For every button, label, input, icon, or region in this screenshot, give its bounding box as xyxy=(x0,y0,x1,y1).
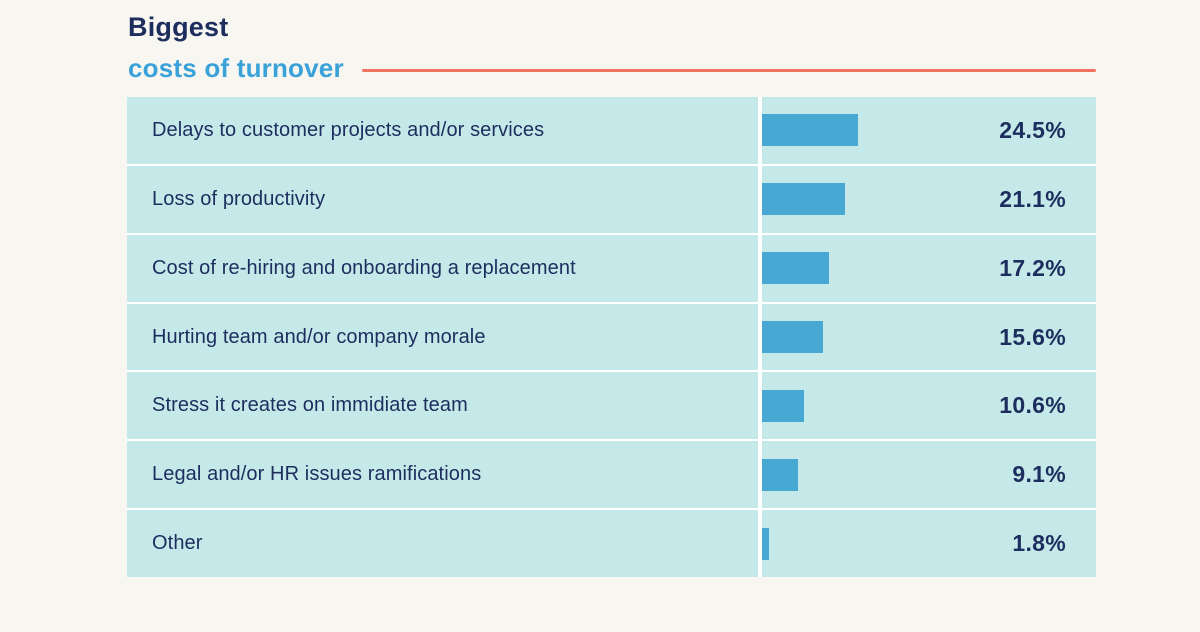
value-label: 9.1% xyxy=(1012,461,1066,488)
coral-accent-line xyxy=(361,69,1096,72)
bar xyxy=(762,252,830,285)
category-label: Delays to customer projects and/or servi… xyxy=(152,118,545,141)
bar-cell: 15.6% xyxy=(758,303,1096,371)
bar xyxy=(762,389,804,422)
table-row: Hurting team and/or company morale 15.6% xyxy=(127,301,1096,371)
bar-cell: 17.2% xyxy=(758,234,1096,302)
category-label: Other xyxy=(152,532,203,555)
chart-title-line2: costs of turnover xyxy=(128,53,344,83)
bar-cell: 10.6% xyxy=(758,372,1096,440)
table-row: Delays to customer projects and/or servi… xyxy=(127,97,1096,164)
category-label: Loss of productivity xyxy=(152,187,326,210)
value-label: 15.6% xyxy=(999,323,1066,350)
chart-title-line2-wrap: costs of turnover xyxy=(128,53,1096,84)
bar-cell: 21.1% xyxy=(758,165,1096,233)
category-label: Stress it creates on immidiate team xyxy=(152,394,468,417)
bar-cell: 24.5% xyxy=(758,97,1096,164)
bar xyxy=(762,114,858,147)
table-row: Loss of productivity 21.1% xyxy=(127,163,1096,233)
bar-chart-table: Delays to customer projects and/or servi… xyxy=(127,97,1096,578)
table-row: Stress it creates on immidiate team 10.6… xyxy=(127,370,1096,440)
chart-header: Biggest costs of turnover xyxy=(128,12,1096,84)
category-label: Legal and/or HR issues ramifications xyxy=(152,463,482,486)
bar xyxy=(762,321,824,353)
table-row: Legal and/or HR issues ramifications 9.1… xyxy=(127,439,1096,509)
bar xyxy=(762,458,798,491)
category-label: Hurting team and/or company morale xyxy=(152,325,486,348)
bar-cell: 1.8% xyxy=(758,510,1096,578)
bar xyxy=(762,527,770,560)
value-label: 21.1% xyxy=(999,185,1066,212)
value-label: 10.6% xyxy=(999,392,1066,419)
table-row: Cost of re-hiring and onboarding a repla… xyxy=(127,232,1096,302)
value-label: 17.2% xyxy=(999,254,1066,281)
table-row: Other 1.8% xyxy=(127,508,1096,578)
bar-cell: 9.1% xyxy=(758,441,1096,509)
value-label: 1.8% xyxy=(1012,530,1066,557)
bar xyxy=(762,183,845,216)
category-label: Cost of re-hiring and onboarding a repla… xyxy=(152,256,576,279)
value-label: 24.5% xyxy=(999,116,1066,143)
chart-title-line1: Biggest xyxy=(128,12,229,42)
